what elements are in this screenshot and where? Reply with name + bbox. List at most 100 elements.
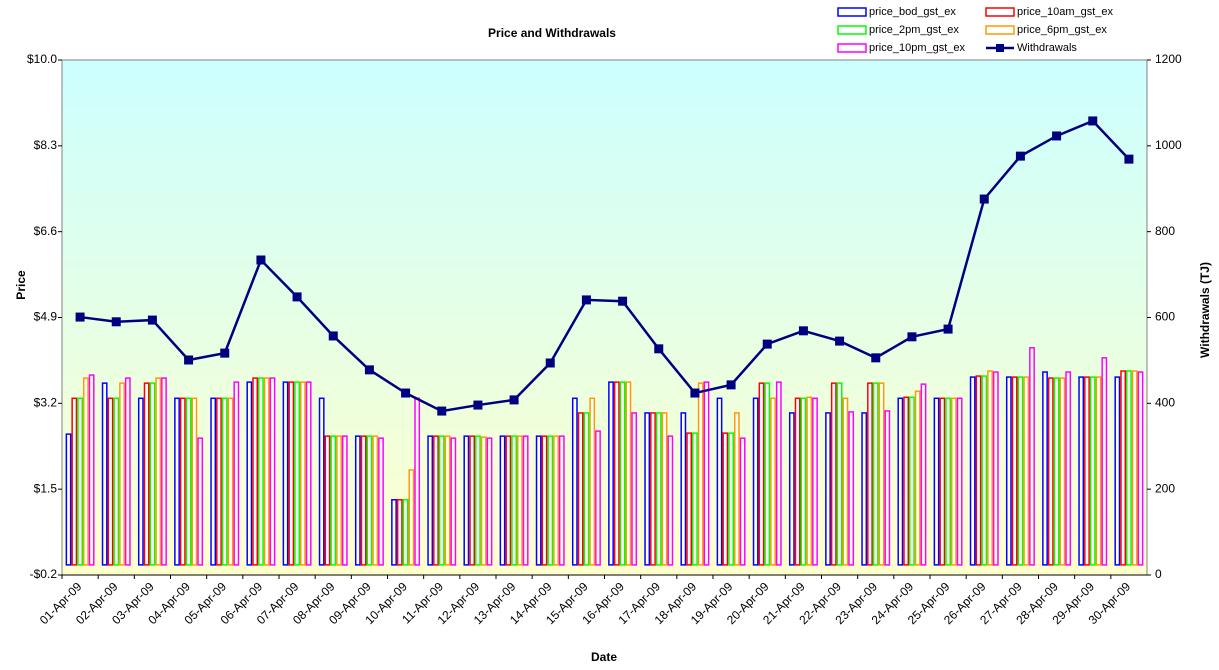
bar (1126, 370, 1132, 566)
line-marker (509, 395, 519, 405)
line-marker (292, 292, 302, 302)
bar (987, 370, 993, 566)
line-marker (220, 348, 230, 358)
line-marker (907, 332, 917, 342)
y2-tick-label: 1200 (1155, 52, 1182, 66)
y2-tick-label: 0 (1155, 567, 1162, 581)
bar (897, 397, 904, 566)
bar (1053, 377, 1060, 566)
bar (950, 397, 957, 566)
line-marker (473, 400, 483, 410)
bar (1114, 376, 1121, 566)
bar (661, 412, 668, 566)
bar (119, 382, 125, 566)
legend-label: price_10pm_gst_ex (869, 42, 966, 54)
line-marker (618, 296, 628, 306)
bar (595, 430, 601, 566)
bar (956, 397, 963, 566)
line-marker (762, 339, 772, 349)
bar (650, 412, 656, 566)
bar (216, 397, 222, 566)
line-marker (1124, 154, 1134, 164)
bar (299, 381, 306, 566)
bar (499, 435, 506, 566)
y-tick-label: $10.0 (27, 52, 57, 66)
bar (227, 397, 234, 566)
bar (197, 437, 204, 566)
bar (82, 377, 89, 566)
bar (914, 390, 921, 566)
bar (511, 435, 517, 566)
bar (444, 435, 451, 566)
bar (680, 412, 687, 566)
bar (88, 374, 95, 566)
bar (402, 499, 409, 566)
bar (848, 411, 855, 566)
line-marker (835, 336, 845, 346)
y2-axis-label: Withdrawals (TJ) (1198, 262, 1212, 358)
bar (221, 397, 228, 566)
bar (354, 435, 361, 566)
bar (179, 397, 186, 566)
bar (65, 433, 72, 566)
bar (836, 382, 843, 566)
y2-tick-label: 400 (1155, 396, 1175, 410)
bar (137, 397, 144, 566)
bar (812, 397, 818, 566)
bar (939, 397, 946, 566)
line-marker (581, 295, 591, 305)
line-marker (111, 317, 121, 327)
bar (884, 410, 891, 566)
bar (305, 381, 312, 566)
bar (391, 499, 397, 566)
bar (981, 375, 988, 566)
y-tick-label: -$0.2 (30, 567, 58, 581)
bar (722, 432, 729, 566)
bar (366, 435, 373, 566)
y-axis-label: Price (14, 270, 28, 300)
bar (107, 397, 114, 566)
line-marker (147, 315, 157, 325)
bar (341, 435, 348, 566)
bar (830, 382, 837, 566)
bar (806, 396, 813, 566)
bar (553, 435, 559, 566)
bar (113, 397, 120, 566)
bar (1089, 376, 1096, 566)
bar (155, 377, 162, 566)
legend-swatch (985, 7, 1015, 17)
bar (703, 381, 710, 566)
y-tick-label: $3.2 (34, 396, 58, 410)
bar (945, 397, 951, 566)
bar (969, 376, 976, 566)
bar (692, 432, 698, 566)
bar (733, 412, 740, 566)
bar (867, 382, 873, 566)
bar (842, 397, 849, 566)
bar (486, 437, 493, 566)
bar (872, 382, 879, 566)
bar (800, 397, 807, 566)
bar (1095, 376, 1102, 566)
bar (480, 436, 487, 566)
legend-swatch (837, 25, 867, 35)
line-marker (75, 312, 85, 322)
bar (414, 397, 421, 566)
line-marker (726, 380, 736, 390)
bar (697, 382, 704, 566)
line-marker (364, 365, 374, 375)
bar (933, 397, 940, 566)
bar (258, 377, 264, 566)
bar (318, 397, 325, 566)
bar (505, 435, 512, 566)
bar (233, 381, 240, 566)
legend-label: price_bod_gst_ex (869, 6, 956, 18)
bar (174, 397, 180, 566)
bar (1042, 371, 1048, 566)
legend-label: price_10am_gst_ex (1017, 6, 1114, 18)
bar (667, 435, 674, 566)
bar (252, 377, 259, 566)
bar (1084, 376, 1090, 566)
bar (728, 432, 734, 566)
y-tick-label: $4.9 (34, 310, 58, 324)
